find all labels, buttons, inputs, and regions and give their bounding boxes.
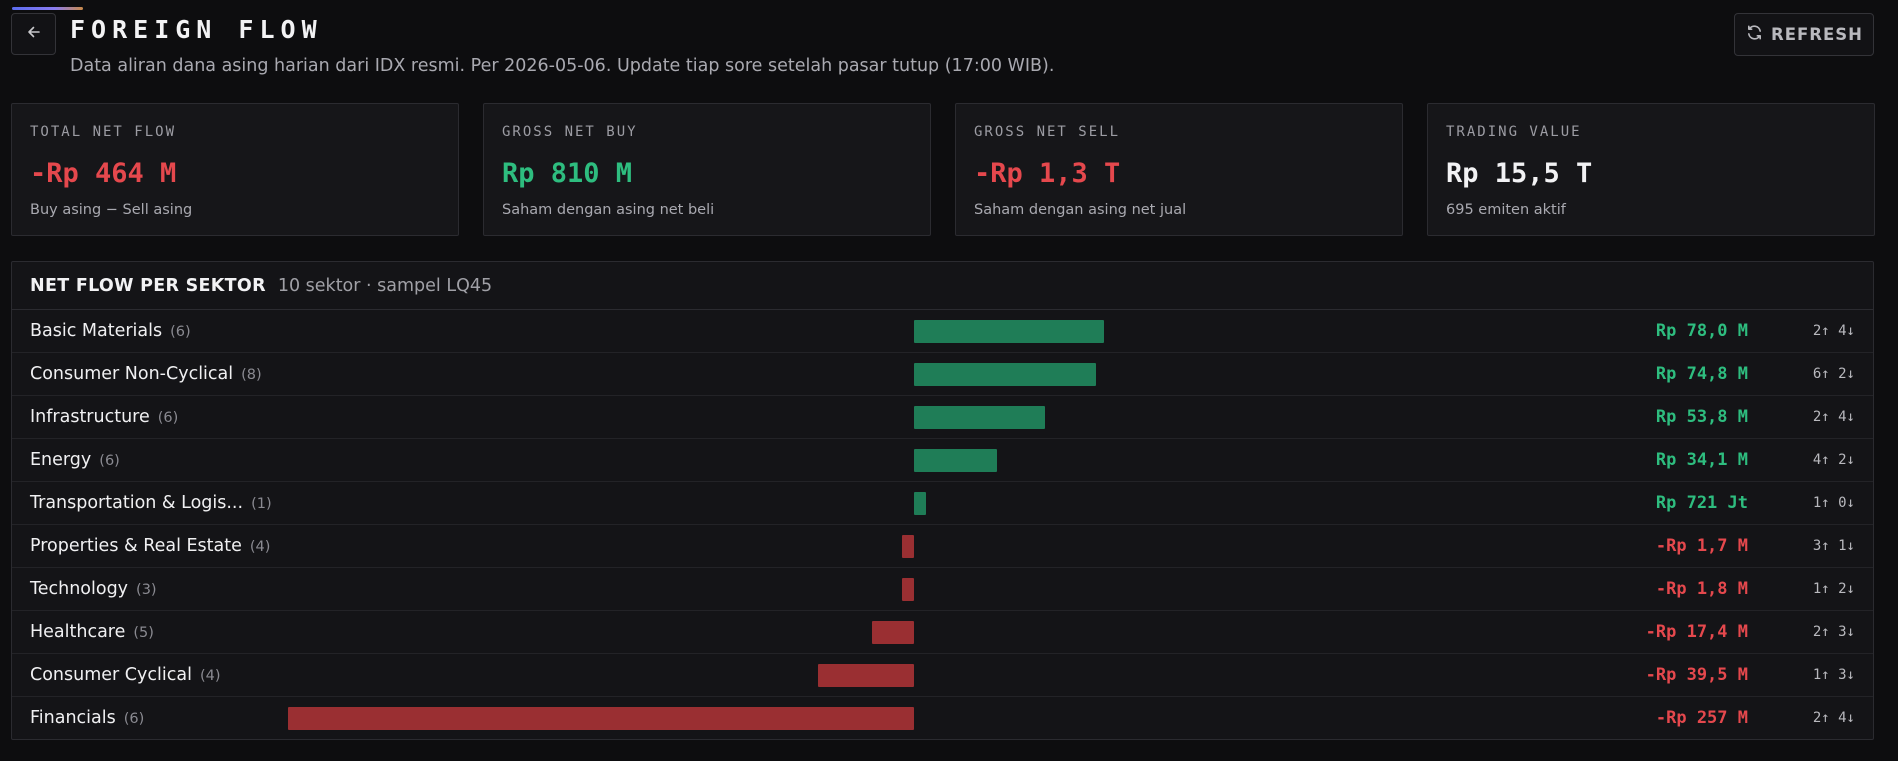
sector-name: Healthcare (5): [30, 622, 154, 642]
stat-card: TOTAL NET FLOW -Rp 464 M Buy asing − Sell …: [11, 103, 459, 236]
stat-card-label: GROSS NET SELL: [974, 124, 1121, 140]
sector-row[interactable]: Technology (3) -Rp 1,8 M 1↑ 2↓: [12, 568, 1873, 611]
sector-count: (6): [99, 453, 120, 469]
sector-net-value: -Rp 39,5 M: [1645, 665, 1748, 685]
sector-count: (5): [133, 625, 154, 641]
net-outflow-bar: [287, 707, 914, 730]
stat-card-value: Rp 15,5 T: [1446, 158, 1593, 189]
stat-card-caption: Saham dengan asing net beli: [502, 202, 715, 218]
stat-card-caption: Buy asing − Sell asing: [30, 202, 193, 218]
stat-card: TRADING VALUE Rp 15,5 T 695 emiten aktif: [1427, 103, 1875, 236]
sector-name: Transportation & Logis... (1): [30, 493, 272, 513]
sector-up-down-count: 3↑ 1↓: [1812, 538, 1855, 554]
sector-net-value: Rp 74,8 M: [1655, 364, 1748, 384]
sector-net-value: -Rp 17,4 M: [1645, 622, 1748, 642]
net-inflow-bar: [914, 363, 1097, 386]
sector-net-value: Rp 721 Jt: [1655, 493, 1748, 513]
sector-up-down-count: 2↑ 3↓: [1812, 624, 1855, 640]
back-button[interactable]: [11, 13, 56, 55]
stat-card-label: TRADING VALUE: [1446, 124, 1582, 140]
net-inflow-bar: [914, 492, 926, 515]
sector-row[interactable]: Energy (6) Rp 34,1 M 4↑ 2↓: [12, 439, 1873, 482]
sector-up-down-count: 6↑ 2↓: [1812, 366, 1855, 382]
sector-name: Properties & Real Estate (4): [30, 536, 271, 556]
stat-card-label: TOTAL NET FLOW: [30, 124, 177, 140]
refresh-label: REFRESH: [1771, 25, 1863, 44]
stat-card-value: Rp 810 M: [502, 158, 633, 189]
sector-up-down-count: 1↑ 3↓: [1812, 667, 1855, 683]
sector-name: Consumer Non-Cyclical (8): [30, 364, 262, 384]
stat-card-caption: 695 emiten aktif: [1446, 202, 1566, 218]
sector-row[interactable]: Consumer Non-Cyclical (8) Rp 74,8 M 6↑ 2↓: [12, 353, 1873, 396]
sector-name: Basic Materials (6): [30, 321, 191, 341]
sector-count: (4): [199, 668, 221, 684]
sector-name: Technology (3): [30, 579, 157, 599]
sector-count: (1): [251, 496, 272, 512]
sector-row[interactable]: Financials (6) -Rp 257 M 2↑ 4↓: [12, 697, 1873, 740]
sector-net-value: Rp 34,1 M: [1655, 450, 1748, 470]
net-inflow-bar: [914, 449, 998, 472]
net-outflow-bar: [902, 535, 914, 558]
sector-panel-title: NET FLOW PER SEKTOR: [30, 275, 266, 296]
sector-row[interactable]: Healthcare (5) -Rp 17,4 M 2↑ 3↓: [12, 611, 1873, 654]
sector-row[interactable]: Basic Materials (6) Rp 78,0 M 2↑ 4↓: [12, 310, 1873, 353]
sector-row[interactable]: Transportation & Logis... (1) Rp 721 Jt 1↑ …: [12, 482, 1873, 525]
sector-row[interactable]: Consumer Cyclical (4) -Rp 39,5 M 1↑ 3↓: [12, 654, 1873, 697]
sector-count: (3): [136, 582, 157, 598]
sector-panel: NET FLOW PER SEKTOR 10 sektor · sampel L…: [11, 261, 1874, 740]
sector-up-down-count: 1↑ 0↓: [1812, 495, 1855, 511]
sector-up-down-count: 2↑ 4↓: [1812, 323, 1855, 339]
sector-net-value: -Rp 1,7 M: [1655, 536, 1748, 556]
sector-count: (6): [157, 410, 179, 426]
sector-net-value: -Rp 1,8 M: [1655, 579, 1748, 599]
arrow-left-icon: [25, 23, 43, 46]
sector-name: Consumer Cyclical (4): [30, 665, 221, 685]
sector-panel-header: NET FLOW PER SEKTOR 10 sektor · sampel L…: [12, 262, 1873, 310]
net-outflow-bar: [902, 578, 914, 601]
sector-row[interactable]: Infrastructure (6) Rp 53,8 M 2↑ 4↓: [12, 396, 1873, 439]
net-inflow-bar: [914, 406, 1046, 429]
sector-name: Infrastructure (6): [30, 407, 179, 427]
sector-name: Financials (6): [30, 708, 145, 728]
sector-up-down-count: 2↑ 4↓: [1812, 710, 1855, 726]
refresh-icon: [1745, 23, 1764, 46]
stat-card-label: GROSS NET BUY: [502, 124, 638, 140]
sector-panel-meta: 10 sektor · sampel LQ45: [277, 275, 493, 296]
page-subtitle: Data aliran dana asing harian dari IDX r…: [70, 56, 1055, 76]
sector-row[interactable]: Properties & Real Estate (4) -Rp 1,7 M 3↑ 1…: [12, 525, 1873, 568]
net-outflow-bar: [871, 621, 914, 644]
sector-list: Basic Materials (6) Rp 78,0 M 2↑ 4↓ Consumer…: [12, 310, 1873, 740]
stat-card: GROSS NET SELL -Rp 1,3 T Saham dengan asin…: [955, 103, 1403, 236]
sector-up-down-count: 1↑ 2↓: [1812, 581, 1855, 597]
sector-count: (6): [123, 711, 145, 727]
stat-card: GROSS NET BUY Rp 810 M Saham dengan asing …: [483, 103, 931, 236]
refresh-button[interactable]: REFRESH: [1734, 13, 1874, 56]
sector-count: (8): [241, 367, 262, 383]
sector-up-down-count: 2↑ 4↓: [1812, 409, 1855, 425]
sector-up-down-count: 4↑ 2↓: [1812, 452, 1855, 468]
stat-card-caption: Saham dengan asing net jual: [974, 202, 1187, 218]
page-title: FOREIGN FLOW: [70, 15, 323, 44]
stat-card-value: -Rp 464 M: [30, 158, 177, 189]
stat-card-value: -Rp 1,3 T: [974, 158, 1121, 189]
sector-net-value: Rp 78,0 M: [1655, 321, 1748, 341]
sector-net-value: Rp 53,8 M: [1655, 407, 1748, 427]
net-inflow-bar: [914, 320, 1104, 343]
header-accent-line: [12, 7, 83, 10]
sector-net-value: -Rp 257 M: [1655, 708, 1748, 728]
net-outflow-bar: [817, 664, 914, 687]
sector-count: (6): [170, 324, 191, 340]
sector-name: Energy (6): [30, 450, 120, 470]
sector-count: (4): [249, 539, 271, 555]
